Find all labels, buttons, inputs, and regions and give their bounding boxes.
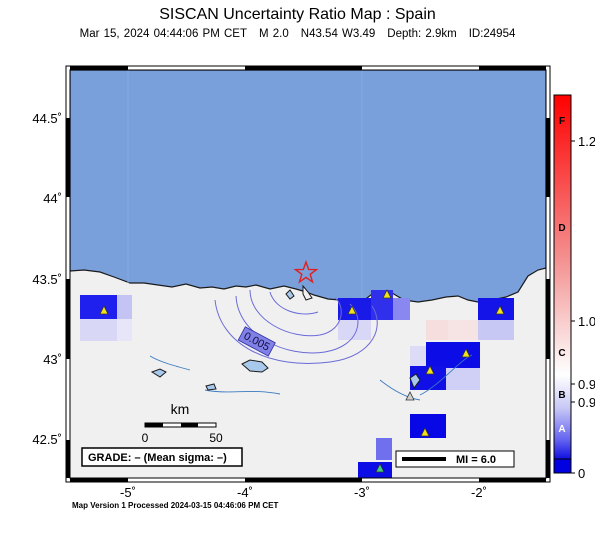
map-footer: Map Version 1 Processed 2024-03-15 04:46…: [72, 501, 279, 510]
colorbar-value: 0.9: [578, 395, 595, 410]
event-info: Mar 15, 2024 04:44:06 PM CET M 2.0 N43.54 …: [0, 28, 595, 40]
lon-label: -4˚: [237, 485, 253, 500]
colorbar: F D C B A 1.2 1.0 0.9 0.9 0: [553, 94, 595, 481]
grade-letter: B: [558, 390, 565, 401]
lat-label: 42.5˚: [32, 432, 62, 447]
cell: [80, 295, 117, 319]
station-marker: [99, 305, 109, 315]
station-marker: [425, 365, 435, 375]
station-marker: [420, 427, 430, 437]
lon-label: -2˚: [471, 485, 487, 500]
lon-label: -5˚: [120, 485, 136, 500]
cell: [478, 320, 514, 340]
scale-unit: km: [171, 401, 190, 417]
cell: [393, 298, 410, 320]
event-depth: Depth: 2.9km: [387, 28, 457, 40]
epicenter-star-icon: [293, 259, 319, 284]
grade-letter: D: [558, 223, 565, 234]
lat-label: 43.5˚: [32, 272, 62, 287]
contour-label-box: [237, 326, 276, 357]
lat-label: 43˚: [43, 352, 62, 367]
scale-bar: km 0 50: [142, 401, 223, 445]
colorbar-value: 0.9: [578, 377, 595, 392]
colorbar-value: 0: [578, 466, 585, 481]
lon-label: -3˚: [354, 485, 370, 500]
mi-legend-text: MI = 6.0: [456, 454, 496, 466]
lat-label: 44˚: [43, 191, 62, 206]
grade-letter: C: [558, 348, 565, 359]
cell: [376, 438, 392, 460]
uncertainty-cells: [80, 290, 514, 478]
cell: [478, 298, 514, 320]
cell: [371, 290, 393, 320]
lat-label: 44.5˚: [32, 111, 62, 126]
cell: [117, 319, 132, 341]
cell: [410, 346, 426, 366]
scale-start: 0: [142, 431, 149, 445]
cell: [446, 368, 480, 390]
cell: [117, 295, 132, 319]
map-title: SISCAN Uncertainty Ratio Map : Spain: [159, 6, 436, 23]
map-frame: [65, 65, 551, 483]
grade-text: GRADE: – (Mean sigma: –): [88, 452, 227, 464]
cell: [358, 462, 392, 478]
station-marker: [347, 305, 357, 315]
scale-end: 50: [209, 431, 223, 445]
reservoirs: [150, 289, 421, 391]
stations: [99, 289, 505, 473]
event-datetime: Mar 15, 2024 04:44:06 PM CET: [79, 28, 247, 40]
colorbar-value: 1.0: [578, 314, 595, 329]
cell: [338, 320, 371, 340]
lat-axis-labels: 44.5˚ 44˚ 43.5˚ 43˚ 42.5˚: [32, 111, 62, 447]
cell: [80, 319, 117, 341]
grade-letter: F: [559, 116, 565, 127]
event-magnitude: M 2.0: [259, 28, 289, 40]
grade-box: [81, 447, 243, 467]
grade-letter: A: [558, 424, 565, 435]
contour-lines: [214, 289, 378, 364]
station-marker: [461, 348, 471, 358]
cell: [448, 320, 478, 340]
lon-axis-labels: -5˚ -4˚ -3˚ -2˚: [120, 485, 487, 500]
station-marker: [375, 463, 385, 473]
station-marker: [382, 289, 392, 299]
frame-ticks: [66, 66, 550, 482]
event-location: N43.54 W3.49: [300, 28, 376, 40]
colorbar-value: 1.2: [578, 134, 595, 149]
event-id: ID:24954: [468, 28, 516, 40]
station-marker: [405, 391, 415, 401]
station-marker: [495, 305, 505, 315]
cell: [426, 320, 448, 340]
mi-legend-box: [395, 450, 515, 468]
map-area: 0.005: [70, 70, 546, 478]
